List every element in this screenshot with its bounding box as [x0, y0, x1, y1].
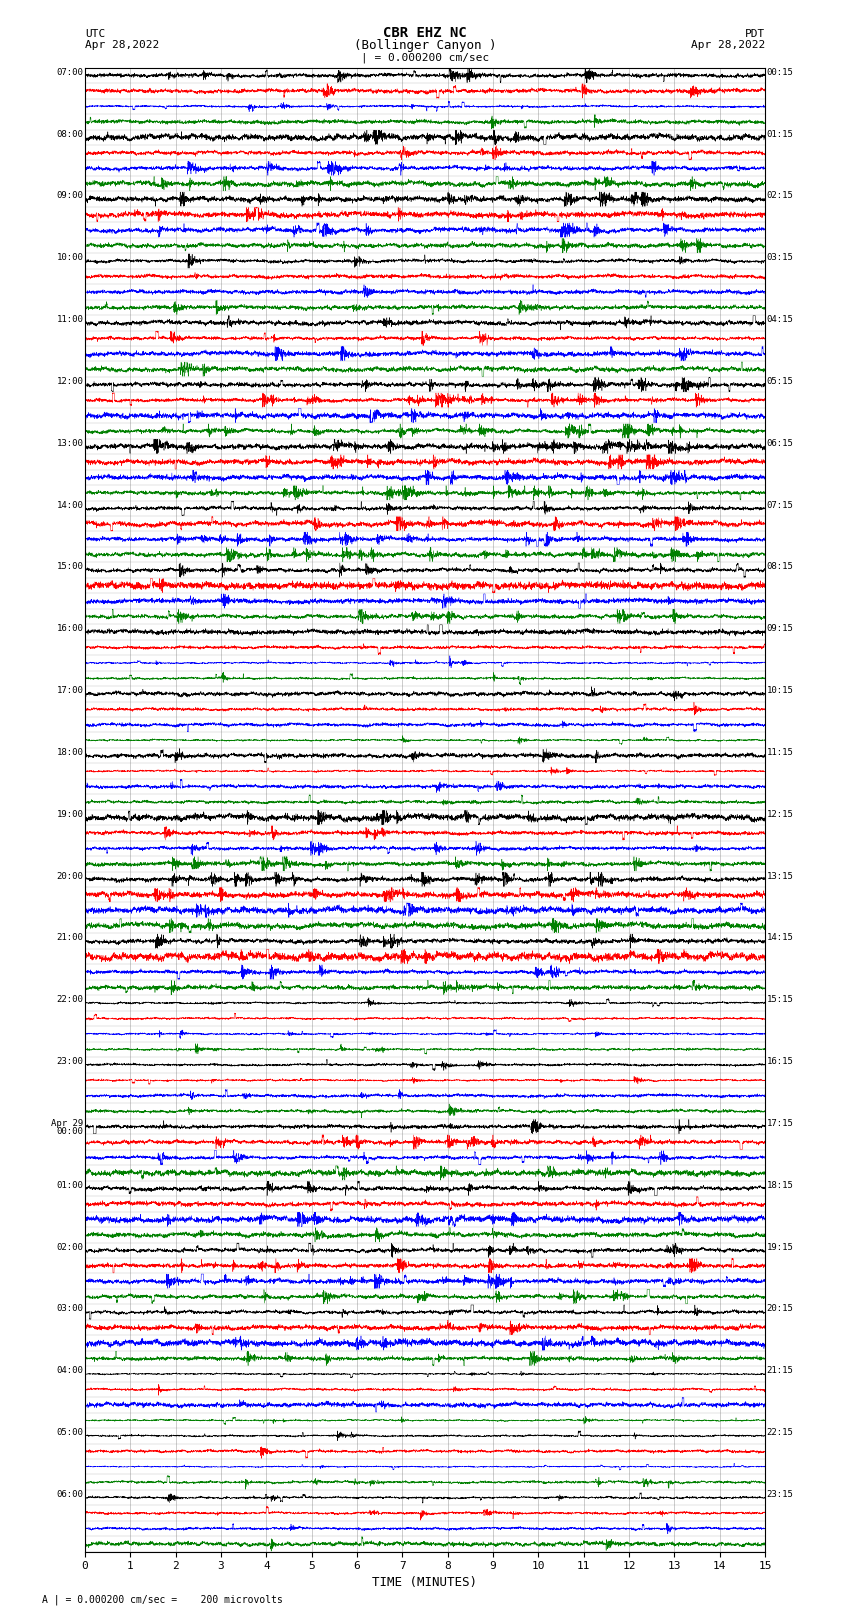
Text: 02:15: 02:15: [767, 192, 793, 200]
Text: (Bollinger Canyon ): (Bollinger Canyon ): [354, 39, 496, 52]
Text: Apr 28,2022: Apr 28,2022: [85, 40, 159, 50]
Text: 00:15: 00:15: [767, 68, 793, 77]
Text: PDT: PDT: [745, 29, 765, 39]
Text: 05:15: 05:15: [767, 377, 793, 386]
Text: 12:15: 12:15: [767, 810, 793, 819]
Text: 11:15: 11:15: [767, 748, 793, 756]
Text: 08:15: 08:15: [767, 563, 793, 571]
Text: 07:15: 07:15: [767, 500, 793, 510]
Text: CBR EHZ NC: CBR EHZ NC: [383, 26, 467, 40]
Text: 14:15: 14:15: [767, 934, 793, 942]
X-axis label: TIME (MINUTES): TIME (MINUTES): [372, 1576, 478, 1589]
Text: 18:00: 18:00: [57, 748, 83, 756]
Text: 03:00: 03:00: [57, 1305, 83, 1313]
Text: 13:00: 13:00: [57, 439, 83, 448]
Text: 01:15: 01:15: [767, 129, 793, 139]
Text: 22:15: 22:15: [767, 1428, 793, 1437]
Text: | = 0.000200 cm/sec: | = 0.000200 cm/sec: [361, 52, 489, 63]
Text: 06:15: 06:15: [767, 439, 793, 448]
Text: 21:00: 21:00: [57, 934, 83, 942]
Text: 04:00: 04:00: [57, 1366, 83, 1376]
Text: Apr 29
00:00: Apr 29 00:00: [51, 1119, 83, 1136]
Text: 15:15: 15:15: [767, 995, 793, 1005]
Text: 19:00: 19:00: [57, 810, 83, 819]
Text: 09:00: 09:00: [57, 192, 83, 200]
Text: 23:15: 23:15: [767, 1490, 793, 1498]
Text: 17:15: 17:15: [767, 1119, 793, 1127]
Text: 02:00: 02:00: [57, 1242, 83, 1252]
Text: 01:00: 01:00: [57, 1181, 83, 1190]
Text: 04:15: 04:15: [767, 315, 793, 324]
Text: 19:15: 19:15: [767, 1242, 793, 1252]
Text: 10:15: 10:15: [767, 686, 793, 695]
Text: 15:00: 15:00: [57, 563, 83, 571]
Text: 08:00: 08:00: [57, 129, 83, 139]
Text: 20:15: 20:15: [767, 1305, 793, 1313]
Text: 23:00: 23:00: [57, 1057, 83, 1066]
Text: 18:15: 18:15: [767, 1181, 793, 1190]
Text: 20:00: 20:00: [57, 871, 83, 881]
Text: 11:00: 11:00: [57, 315, 83, 324]
Text: 17:00: 17:00: [57, 686, 83, 695]
Text: 03:15: 03:15: [767, 253, 793, 263]
Text: 14:00: 14:00: [57, 500, 83, 510]
Text: 16:15: 16:15: [767, 1057, 793, 1066]
Text: 09:15: 09:15: [767, 624, 793, 634]
Text: 16:00: 16:00: [57, 624, 83, 634]
Text: 12:00: 12:00: [57, 377, 83, 386]
Text: Apr 28,2022: Apr 28,2022: [691, 40, 765, 50]
Text: 05:00: 05:00: [57, 1428, 83, 1437]
Text: A | = 0.000200 cm/sec =    200 microvolts: A | = 0.000200 cm/sec = 200 microvolts: [42, 1594, 283, 1605]
Text: 22:00: 22:00: [57, 995, 83, 1005]
Text: 13:15: 13:15: [767, 871, 793, 881]
Text: 10:00: 10:00: [57, 253, 83, 263]
Text: 21:15: 21:15: [767, 1366, 793, 1376]
Text: 07:00: 07:00: [57, 68, 83, 77]
Text: 06:00: 06:00: [57, 1490, 83, 1498]
Text: UTC: UTC: [85, 29, 105, 39]
